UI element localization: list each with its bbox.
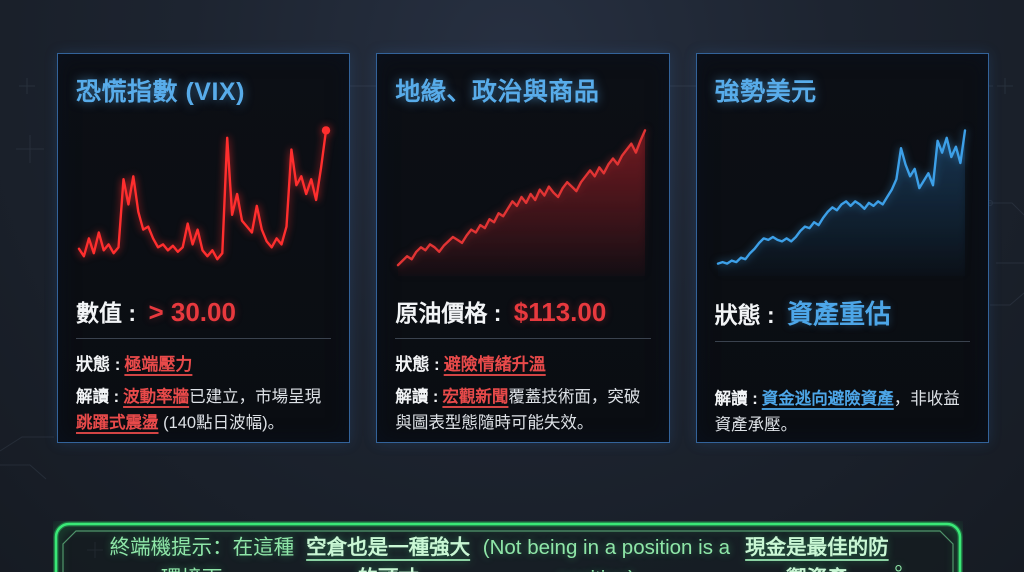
oil-metric-label: 原油價格 : xyxy=(395,300,502,326)
panel-row: 恐慌指數 (VIX) 數值 : > 30.00 狀態 : 極端壓力 解讀 : 波動率… xyxy=(57,53,989,443)
oil-analysis-label: 解讀 : xyxy=(395,388,439,406)
vix-sparkline-chart xyxy=(76,118,331,278)
text-segment: 覆蓋技術面，突破與圖表型態隨時可能失效。 xyxy=(395,388,641,432)
text-segment: 跳躍式震盪 xyxy=(76,413,159,432)
text-segment: 終端機提示：在這種環境下， xyxy=(109,536,295,572)
terminal-tip-text: 終端機提示：在這種環境下， 空倉也是一種強大的頭寸 (Not being in a… xyxy=(53,521,963,572)
text-segment: (Not being in a position is a position)。 xyxy=(482,536,731,572)
oil-status-value: 避險情緒升溫 xyxy=(444,355,546,374)
vix-metric-label: 數值 : xyxy=(76,300,137,326)
text-segment: 資金逃向避險資產 xyxy=(761,390,894,408)
oil-analysis-row: 解讀 : 宏觀新聞覆蓋技術面，突破與圖表型態隨時可能失效。 xyxy=(395,385,650,436)
oil-status-row: 狀態 : 避險情緒升溫 xyxy=(395,350,650,375)
text-segment: 極端壓力 xyxy=(124,355,193,374)
oil-metric-value: $113.00 xyxy=(513,297,607,327)
vix-status-row: 狀態 : 極端壓力 xyxy=(76,350,331,375)
panel-dollar-title: 強勢美元 xyxy=(714,78,817,106)
vix-analysis-row: 解讀 : 波動率牆已建立，市場呈現跳躍式震盪 (140點日波幅)。 xyxy=(76,385,331,436)
dashboard: 恐慌指數 (VIX) 數值 : > 30.00 狀態 : 極端壓力 解讀 : 波動率… xyxy=(0,53,1024,572)
oil-price-chart xyxy=(395,118,650,278)
oil-status-label: 狀態 : xyxy=(395,355,440,374)
vix-status-value: 極端壓力 xyxy=(124,355,192,374)
text-segment: 空倉也是一種強大的頭寸 xyxy=(306,536,471,572)
dollar-analysis-label: 解讀 : xyxy=(714,390,758,408)
terminal-glow-border xyxy=(53,521,963,572)
text-segment: 宏觀新聞 xyxy=(442,388,509,406)
divider xyxy=(76,338,332,339)
panel-dollar: 強勢美元 狀態 : 資產重估 解讀 : 資金逃向避險資產，非收益資產承壓。 xyxy=(695,53,989,443)
panel-vix: 恐慌指數 (VIX) 數值 : > 30.00 狀態 : 極端壓力 解讀 : 波動率… xyxy=(57,53,351,443)
text-segment: 避險情緒升溫 xyxy=(443,355,546,374)
terminal-tip-box: 終端機提示：在這種環境下， 空倉也是一種強大的頭寸 (Not being in a… xyxy=(53,521,963,572)
text-segment: 已建立，市場呈現 xyxy=(189,388,322,406)
dollar-analysis-row: 解讀 : 資金逃向避險資產，非收益資產承壓。 xyxy=(715,387,970,438)
text-segment: (140點日波幅)。 xyxy=(158,413,285,432)
oil-metric-row: 原油價格 : $113.00 xyxy=(395,294,650,328)
oil-analysis-text: 宏觀新聞覆蓋技術面，突破與圖表型態隨時可能失效。 xyxy=(395,388,640,432)
panel-vix-title: 恐慌指數 (VIX) xyxy=(76,78,245,106)
vix-analysis-text: 波動率牆已建立，市場呈現跳躍式震盪 (140點日波幅)。 xyxy=(76,388,321,432)
dollar-metric-label: 狀態 : xyxy=(714,302,775,328)
text-segment: 波動率牆 xyxy=(123,388,190,406)
vix-status-label: 狀態 : xyxy=(76,355,121,374)
vix-metric-row: 數值 : > 30.00 xyxy=(76,294,331,328)
text-segment: 現金是最佳的防禦資產 xyxy=(745,536,889,572)
vix-analysis-label: 解讀 : xyxy=(76,388,120,406)
panel-oil: 地緣、政治與商品 原油價格 : $113.00 狀態 : 避險情緒升溫 解讀 :宏… xyxy=(376,53,670,443)
dollar-index-chart xyxy=(715,118,970,278)
dollar-status-spacer xyxy=(715,353,970,377)
divider xyxy=(714,341,970,342)
panel-oil-title: 地緣、政治與商品 xyxy=(395,78,600,106)
text-segment: 。 xyxy=(894,551,916,572)
dollar-metric-value: 資產重估 xyxy=(787,299,892,329)
dollar-metric-row: 狀態 : 資產重估 xyxy=(715,294,970,331)
divider xyxy=(395,338,651,339)
text-segment: ，非收益資產承壓。 xyxy=(714,390,960,434)
vix-metric-value: > 30.00 xyxy=(148,297,236,327)
dollar-analysis-text: 資金逃向避險資產，非收益資產承壓。 xyxy=(715,390,960,434)
